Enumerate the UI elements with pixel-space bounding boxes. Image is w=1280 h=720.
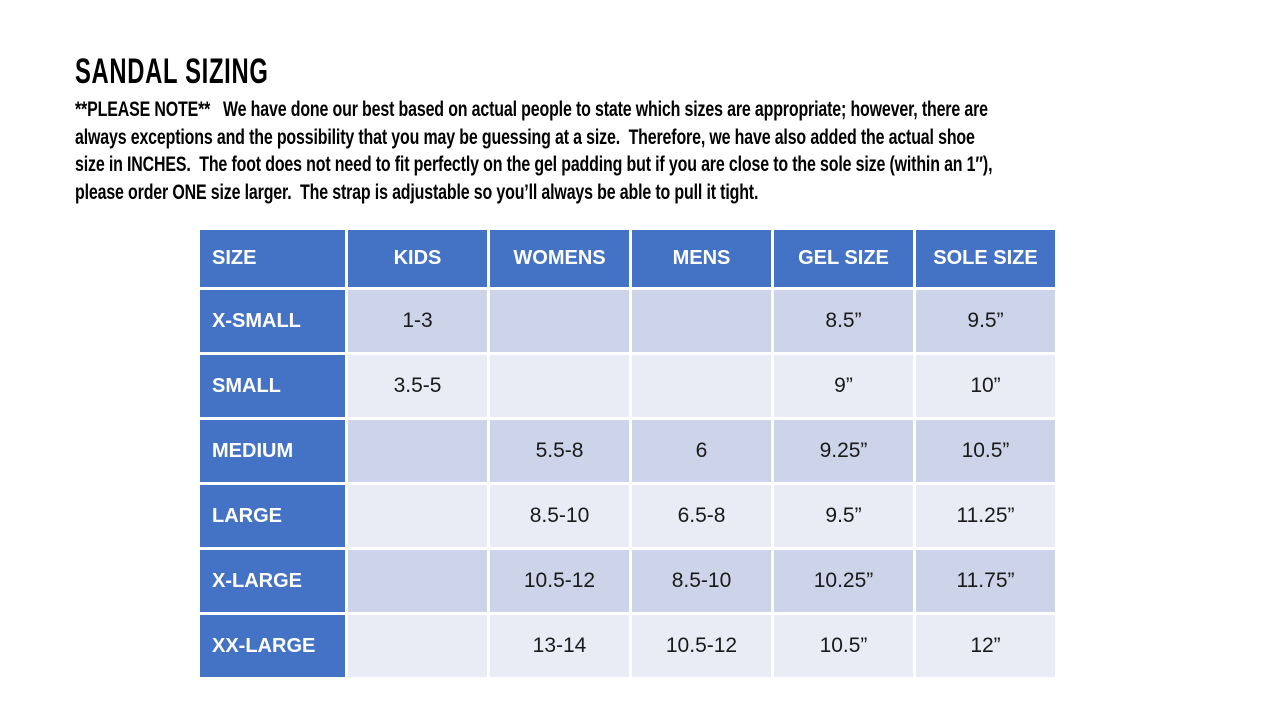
table-cell: 10.5-12: [490, 550, 629, 612]
table-cell: 11.25”: [916, 485, 1055, 547]
table-cell: 10.5”: [916, 420, 1055, 482]
page-title: SANDAL SIZING: [75, 52, 269, 91]
column-header-womens: WOMENS: [490, 230, 629, 287]
table-cell: 9.5”: [916, 290, 1055, 352]
row-header: MEDIUM: [200, 420, 345, 482]
table-cell: 9”: [774, 355, 913, 417]
column-header-gel-size: GEL SIZE: [774, 230, 913, 287]
note-line-3: size in INCHES. The foot does not need t…: [75, 153, 993, 176]
column-header-mens: MENS: [632, 230, 771, 287]
table-cell: 13-14: [490, 615, 629, 677]
table-cell: [632, 290, 771, 352]
table-cell: 10”: [916, 355, 1055, 417]
note-paragraph: **PLEASE NOTE** We have done our best ba…: [75, 96, 1280, 206]
table-cell: [348, 420, 487, 482]
column-header-size: SIZE: [200, 230, 345, 287]
note-line-4: please order ONE size larger. The strap …: [75, 180, 759, 204]
table-row: X-SMALL 1-3 8.5” 9.5”: [200, 290, 1055, 352]
table-cell: 10.25”: [774, 550, 913, 612]
table-row: MEDIUM 5.5-8 6 9.25” 10.5”: [200, 420, 1055, 482]
table-cell: [348, 485, 487, 547]
note-line-2: always exceptions and the possibility th…: [75, 125, 975, 149]
row-header: X-SMALL: [200, 290, 345, 352]
table-row: LARGE 8.5-10 6.5-8 9.5” 11.25”: [200, 485, 1055, 547]
row-header: SMALL: [200, 355, 345, 417]
table-row: X-LARGE 10.5-12 8.5-10 10.25” 11.75”: [200, 550, 1055, 612]
table-cell: 5.5-8: [490, 420, 629, 482]
sizing-table: SIZE KIDS WOMENS MENS GEL SIZE SOLE SIZE…: [197, 227, 1058, 680]
table-row: XX-LARGE 13-14 10.5-12 10.5” 12”: [200, 615, 1055, 677]
row-header: X-LARGE: [200, 550, 345, 612]
table-cell: [348, 615, 487, 677]
table-cell: 3.5-5: [348, 355, 487, 417]
table-cell: [632, 355, 771, 417]
table-cell: 8.5”: [774, 290, 913, 352]
column-header-kids: KIDS: [348, 230, 487, 287]
table-cell: 8.5-10: [632, 550, 771, 612]
note-line-1: **PLEASE NOTE** We have done our best ba…: [75, 98, 988, 121]
table-cell: 8.5-10: [490, 485, 629, 547]
column-header-sole-size: SOLE SIZE: [916, 230, 1055, 287]
table-cell: 12”: [916, 615, 1055, 677]
row-header: XX-LARGE: [200, 615, 345, 677]
table-cell: 10.5-12: [632, 615, 771, 677]
table-cell: 9.25”: [774, 420, 913, 482]
table-cell: [490, 290, 629, 352]
table-cell: 6: [632, 420, 771, 482]
table-cell: 9.5”: [774, 485, 913, 547]
table-cell: 11.75”: [916, 550, 1055, 612]
header-row: SIZE KIDS WOMENS MENS GEL SIZE SOLE SIZE: [200, 230, 1055, 287]
table-cell: [348, 550, 487, 612]
table-cell: [490, 355, 629, 417]
table-cell: 6.5-8: [632, 485, 771, 547]
table-cell: 10.5”: [774, 615, 913, 677]
row-header: LARGE: [200, 485, 345, 547]
table-cell: 1-3: [348, 290, 487, 352]
table-row: SMALL 3.5-5 9” 10”: [200, 355, 1055, 417]
